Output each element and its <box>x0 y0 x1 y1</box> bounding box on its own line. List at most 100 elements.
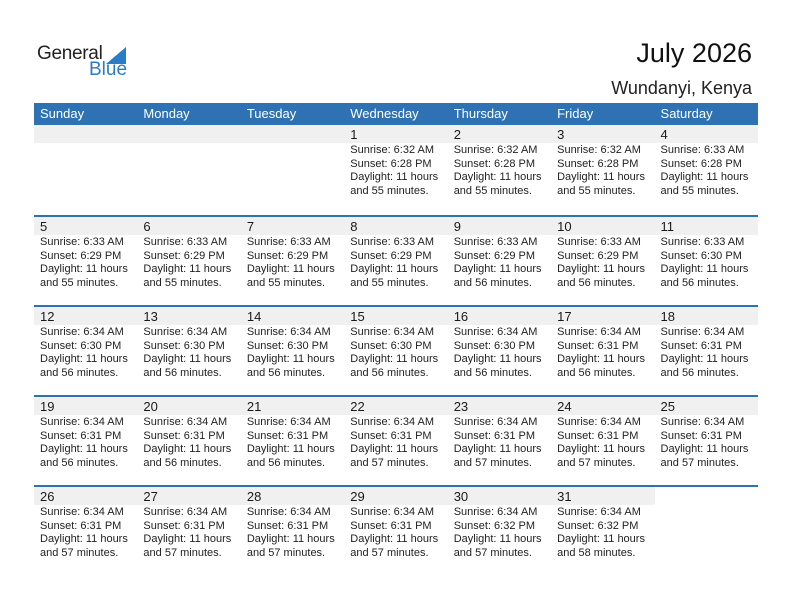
day-number: 15 <box>344 307 448 325</box>
day-number: 20 <box>137 397 241 415</box>
daylight2-text: and 55 minutes. <box>557 184 636 197</box>
daylight1-text: Daylight: 11 hours <box>40 263 128 275</box>
sunset-text: Sunset: 6:29 PM <box>143 249 225 262</box>
sunrise-text: Sunrise: 6:33 AM <box>350 236 435 248</box>
sunrise-text: Sunrise: 6:34 AM <box>40 506 124 518</box>
daylight2-text: and 57 minutes. <box>350 546 429 559</box>
daylight1-text: Daylight: 11 hours <box>660 171 749 183</box>
day-cell: 7 Sunrise: 6:33 AM Sunset: 6:29 PM Daylight… <box>240 217 345 305</box>
day-number: 26 <box>34 487 138 505</box>
day-number: 2 <box>447 125 552 143</box>
day-cell: 19 Sunrise: 6:34 AM Sunset: 6:31 PM Dayligh… <box>34 397 138 485</box>
daylight2-text: and 55 minutes. <box>350 276 429 289</box>
daylight1-text: Daylight: 11 hours <box>246 533 335 545</box>
day-cell: 4 Sunrise: 6:33 AM Sunset: 6:28 PM Daylight… <box>654 125 758 215</box>
daylight2-text: and 56 minutes. <box>660 366 739 379</box>
daylight2-text: and 55 minutes. <box>40 276 119 289</box>
daylight1-text: Daylight: 11 hours <box>660 263 749 275</box>
sunset-text: Sunset: 6:32 PM <box>557 519 639 532</box>
sunrise-text: Sunrise: 6:32 AM <box>350 144 435 156</box>
daylight2-text: and 56 minutes. <box>453 276 532 289</box>
daylight1-text: Daylight: 11 hours <box>40 353 128 365</box>
sunset-text: Sunset: 6:28 PM <box>453 157 536 170</box>
daylight2-text: and 55 minutes. <box>143 276 222 289</box>
sunrise-text: Sunrise: 6:32 AM <box>557 144 641 156</box>
daylight2-text: and 57 minutes. <box>40 546 119 559</box>
day-cell: 21 Sunrise: 6:34 AM Sunset: 6:31 PM Dayligh… <box>240 397 345 485</box>
week-row: 1 Sunrise: 6:32 AM Sunset: 6:28 PM Daylight… <box>34 125 758 215</box>
empty-date-band <box>137 125 241 143</box>
day-cell: 23 Sunrise: 6:34 AM Sunset: 6:31 PM Dayligh… <box>447 397 552 485</box>
day-cell: 29 Sunrise: 6:34 AM Sunset: 6:31 PM Dayligh… <box>344 487 448 575</box>
day-cell: 25 Sunrise: 6:34 AM Sunset: 6:31 PM Dayligh… <box>654 397 758 485</box>
sunrise-text: Sunrise: 6:34 AM <box>40 326 124 338</box>
day-cell: 16 Sunrise: 6:34 AM Sunset: 6:30 PM Dayligh… <box>447 307 552 395</box>
daylight2-text: and 56 minutes. <box>40 366 119 379</box>
sunrise-text: Sunrise: 6:33 AM <box>660 236 745 248</box>
sunrise-text: Sunrise: 6:34 AM <box>557 506 641 518</box>
sunset-text: Sunset: 6:30 PM <box>40 339 122 352</box>
day-number: 9 <box>447 217 552 235</box>
sunrise-text: Sunrise: 6:32 AM <box>453 144 538 156</box>
sunset-text: Sunset: 6:29 PM <box>350 249 432 262</box>
day-cell: 18 Sunrise: 6:34 AM Sunset: 6:31 PM Dayligh… <box>654 307 758 395</box>
day-number: 10 <box>551 217 655 235</box>
daylight1-text: Daylight: 11 hours <box>40 443 128 455</box>
day-number: 17 <box>551 307 655 325</box>
day-number: 3 <box>551 125 655 143</box>
day-cell: 1 Sunrise: 6:32 AM Sunset: 6:28 PM Daylight… <box>344 125 448 215</box>
daylight1-text: Daylight: 11 hours <box>143 263 232 275</box>
day-cell: 12 Sunrise: 6:34 AM Sunset: 6:30 PM Dayligh… <box>34 307 138 395</box>
day-number: 7 <box>240 217 345 235</box>
weekday-saturday: Saturday <box>660 106 713 121</box>
day-number: 24 <box>551 397 655 415</box>
day-number: 16 <box>447 307 552 325</box>
day-cell: 22 Sunrise: 6:34 AM Sunset: 6:31 PM Dayligh… <box>344 397 448 485</box>
daylight2-text: and 56 minutes. <box>246 456 326 469</box>
daylight2-text: and 55 minutes. <box>350 184 429 197</box>
sunset-text: Sunset: 6:31 PM <box>143 519 225 532</box>
weekday-wednesday: Wednesday <box>350 106 419 121</box>
empty-date-band <box>240 125 345 143</box>
sunset-text: Sunset: 6:31 PM <box>453 429 536 442</box>
sunset-text: Sunset: 6:29 PM <box>453 249 536 262</box>
daylight2-text: and 56 minutes. <box>557 276 636 289</box>
sunrise-text: Sunrise: 6:34 AM <box>453 416 538 428</box>
daylight1-text: Daylight: 11 hours <box>350 263 439 275</box>
page-title: July 2026 <box>636 38 752 68</box>
sunrise-text: Sunrise: 6:34 AM <box>40 416 124 428</box>
day-cell: 14 Sunrise: 6:34 AM Sunset: 6:30 PM Dayligh… <box>240 307 345 395</box>
weekday-tuesday: Tuesday <box>246 106 297 121</box>
daylight1-text: Daylight: 11 hours <box>557 171 645 183</box>
daylight1-text: Daylight: 11 hours <box>453 171 542 183</box>
week-row: 12 Sunrise: 6:34 AM Sunset: 6:30 PM Dayligh… <box>34 305 758 395</box>
day-cell: 20 Sunrise: 6:34 AM Sunset: 6:31 PM Dayligh… <box>137 397 241 485</box>
sunrise-text: Sunrise: 6:34 AM <box>143 506 228 518</box>
day-cell: 3 Sunrise: 6:32 AM Sunset: 6:28 PM Daylight… <box>551 125 655 215</box>
daylight2-text: and 56 minutes. <box>40 456 119 469</box>
daylight2-text: and 55 minutes. <box>660 184 739 197</box>
sunset-text: Sunset: 6:30 PM <box>350 339 432 352</box>
daylight1-text: Daylight: 11 hours <box>350 443 439 455</box>
daylight2-text: and 57 minutes. <box>557 456 636 469</box>
daylight1-text: Daylight: 11 hours <box>557 533 645 545</box>
day-cell: 27 Sunrise: 6:34 AM Sunset: 6:31 PM Dayligh… <box>137 487 241 575</box>
daylight2-text: and 55 minutes. <box>453 184 532 197</box>
sunrise-text: Sunrise: 6:34 AM <box>453 506 538 518</box>
daylight1-text: Daylight: 11 hours <box>453 533 542 545</box>
empty-cell <box>240 125 345 215</box>
daylight2-text: and 58 minutes. <box>557 546 636 559</box>
sunset-text: Sunset: 6:31 PM <box>246 519 329 532</box>
sunset-text: Sunset: 6:31 PM <box>557 339 639 352</box>
daylight2-text: and 56 minutes. <box>660 276 739 289</box>
daylight2-text: and 57 minutes. <box>453 546 532 559</box>
sunrise-text: Sunrise: 6:34 AM <box>660 416 745 428</box>
logo-general: General <box>37 43 103 64</box>
day-number: 27 <box>137 487 241 505</box>
daylight2-text: and 57 minutes. <box>350 456 429 469</box>
day-number: 31 <box>551 487 655 505</box>
sunset-text: Sunset: 6:30 PM <box>246 339 329 352</box>
daylight2-text: and 56 minutes. <box>557 366 636 379</box>
day-number: 14 <box>240 307 345 325</box>
